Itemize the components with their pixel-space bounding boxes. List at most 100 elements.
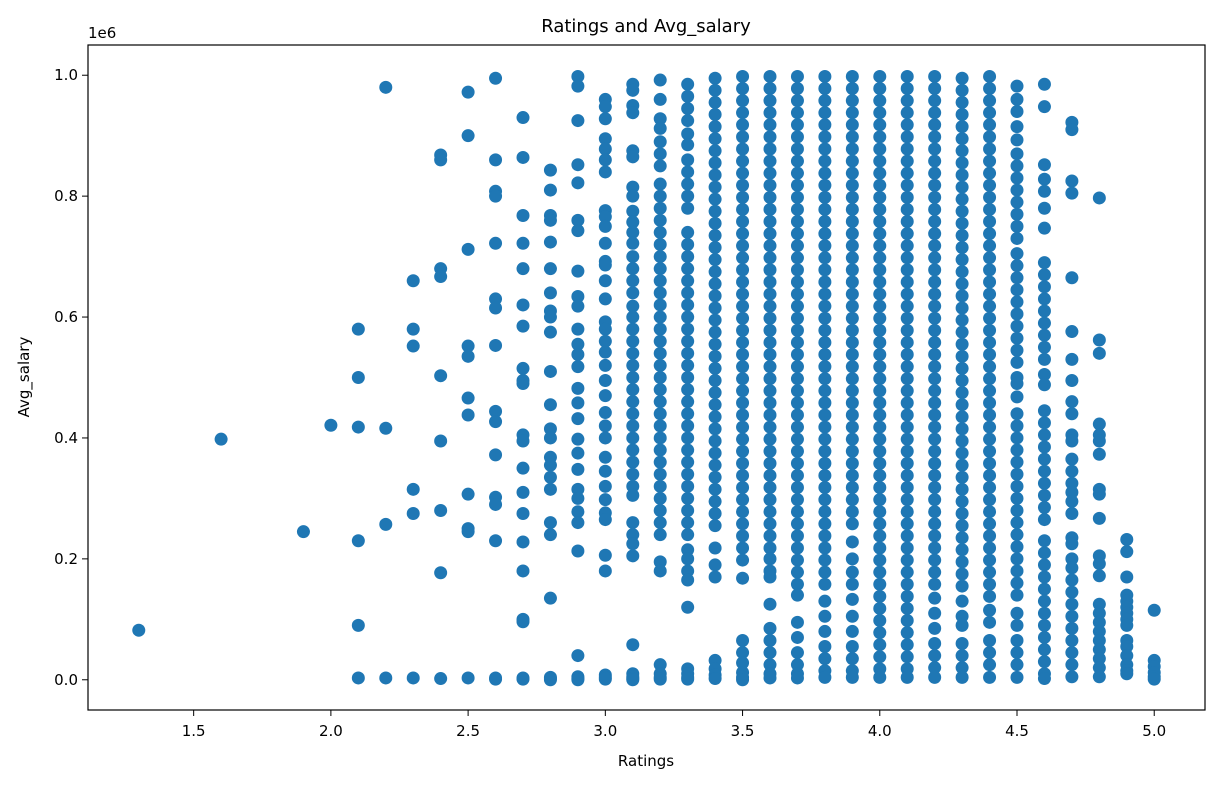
data-point	[516, 150, 530, 164]
data-point	[653, 189, 667, 203]
data-point	[653, 455, 667, 469]
data-point	[571, 673, 585, 687]
data-point	[873, 275, 887, 289]
data-point	[626, 673, 640, 687]
data-point	[1037, 256, 1051, 270]
data-point	[928, 348, 942, 362]
data-point	[983, 311, 997, 325]
data-point	[790, 493, 804, 507]
data-point	[818, 408, 832, 422]
data-point	[434, 672, 448, 686]
y-tick-label: 1.0	[54, 66, 78, 84]
data-point	[790, 481, 804, 495]
data-point	[763, 468, 777, 482]
data-point	[736, 190, 750, 204]
data-point	[626, 358, 640, 372]
data-point	[983, 118, 997, 132]
data-point	[818, 505, 832, 519]
data-point	[928, 94, 942, 108]
data-point	[763, 323, 777, 337]
data-point	[900, 166, 914, 180]
data-point	[1092, 569, 1106, 583]
data-point	[516, 298, 530, 312]
data-point	[598, 479, 612, 493]
data-point	[873, 614, 887, 628]
data-point	[818, 541, 832, 555]
data-point	[708, 156, 722, 170]
data-point	[1010, 552, 1024, 566]
data-point	[626, 236, 640, 250]
data-point	[873, 517, 887, 531]
data-point	[571, 213, 585, 227]
data-point	[845, 178, 859, 192]
data-point	[736, 529, 750, 543]
data-point	[818, 251, 832, 265]
data-point	[928, 384, 942, 398]
data-point	[845, 202, 859, 216]
data-point	[653, 147, 667, 161]
data-point	[516, 461, 530, 475]
data-point	[900, 517, 914, 531]
data-point	[818, 577, 832, 591]
data-point	[955, 398, 969, 412]
data-point	[790, 396, 804, 410]
data-point	[626, 516, 640, 530]
data-point	[1010, 271, 1024, 285]
data-point	[900, 94, 914, 108]
data-point	[736, 384, 750, 398]
y-tick-label: 0.0	[54, 671, 78, 689]
data-point	[379, 671, 393, 685]
data-point	[845, 652, 859, 666]
data-point	[790, 408, 804, 422]
data-point	[736, 323, 750, 337]
data-point	[708, 277, 722, 291]
data-point	[626, 262, 640, 276]
data-point	[790, 239, 804, 253]
data-point	[928, 335, 942, 349]
data-point	[1037, 618, 1051, 632]
data-point	[845, 565, 859, 579]
data-point	[681, 153, 695, 167]
data-point	[708, 120, 722, 134]
data-point	[763, 360, 777, 374]
data-point	[708, 108, 722, 122]
data-point	[845, 275, 859, 289]
data-point	[489, 153, 503, 167]
data-point	[543, 591, 557, 605]
data-point	[845, 118, 859, 132]
data-point	[763, 227, 777, 241]
data-point	[626, 322, 640, 336]
data-point	[681, 346, 695, 360]
data-point	[818, 239, 832, 253]
data-point	[736, 348, 750, 362]
data-point	[681, 383, 695, 397]
data-point	[681, 395, 695, 409]
data-point	[845, 69, 859, 83]
data-point	[653, 135, 667, 149]
data-point	[900, 505, 914, 519]
data-point	[1065, 186, 1079, 200]
data-point	[1010, 171, 1024, 185]
data-point	[873, 190, 887, 204]
data-point	[708, 374, 722, 388]
data-point	[598, 274, 612, 288]
data-point	[845, 670, 859, 684]
data-point	[1037, 606, 1051, 620]
x-tick-label: 2.0	[319, 722, 343, 740]
data-point	[461, 487, 475, 501]
data-point	[763, 646, 777, 660]
x-tick-label: 4.0	[868, 722, 892, 740]
data-point	[763, 118, 777, 132]
data-point	[736, 178, 750, 192]
data-point	[653, 491, 667, 505]
data-point	[818, 287, 832, 301]
data-point	[653, 528, 667, 542]
data-point	[983, 190, 997, 204]
data-point	[983, 444, 997, 458]
data-point	[1037, 630, 1051, 644]
data-point	[900, 118, 914, 132]
data-point	[790, 287, 804, 301]
data-point	[955, 204, 969, 218]
data-point	[406, 482, 420, 496]
data-point	[818, 396, 832, 410]
